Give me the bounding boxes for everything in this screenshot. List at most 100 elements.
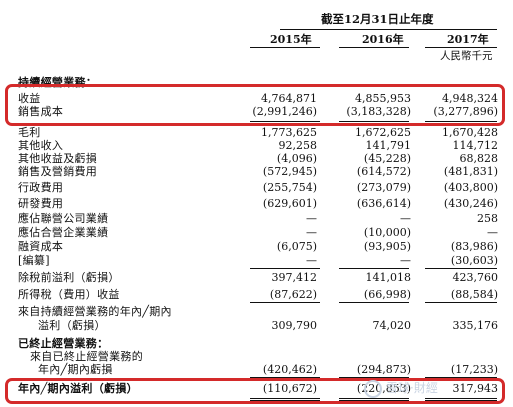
row-tax-2017: (88,584)	[450, 288, 498, 301]
row-finance-costs-2016: (93,905)	[363, 240, 411, 253]
row-joint-ventures-2016: (10,000)	[363, 226, 411, 239]
row-label-discontinued-loss: 來自已終止經營業務的	[30, 350, 143, 363]
row-revenue-2016: 4,855,953	[355, 92, 411, 105]
total-double-rule	[250, 398, 320, 399]
row-cost-2016: (3,183,328)	[346, 105, 411, 118]
year-underline-3	[425, 47, 497, 48]
row-label-continuing-profit: 來自持續經營業務的年內╱期內	[18, 305, 172, 318]
total-double-rule	[250, 400, 320, 401]
row-label-rnd: 研發費用	[18, 197, 64, 210]
watermark-text: 雪球·財經	[386, 381, 438, 395]
row-other-gains-2016: (45,228)	[363, 152, 411, 165]
row-other-income-2017: 114,712	[452, 139, 499, 152]
row-label-revenue: 收益	[18, 92, 41, 105]
row-revenue-2015: 4,764,871	[261, 92, 317, 105]
row-joint-ventures-2015: —	[306, 226, 317, 239]
row-other-income-2016: 141,791	[365, 139, 412, 152]
row-admin-2016: (273,079)	[356, 181, 411, 194]
row-cost-2017: (3,277,896)	[433, 105, 498, 118]
row-discontinued-loss-2016: (294,873)	[356, 363, 411, 376]
row-selling-2015: (572,945)	[262, 165, 317, 178]
row-label-tax: 所得稅（費用）收益	[18, 288, 120, 301]
row-label-joint-ventures: 應佔合營企業業績	[18, 226, 109, 239]
row-associates-2015: —	[306, 212, 317, 225]
row-redacted-2017: (30,603)	[450, 254, 498, 267]
row-label-pbt: 除稅前溢利（虧損）	[18, 271, 120, 284]
row-total-profit-2015: (110,672)	[262, 382, 317, 395]
row-finance-costs-2015: (6,075)	[276, 240, 317, 253]
row-rnd-2016: (636,614)	[356, 197, 411, 210]
subtotal-rule	[339, 121, 409, 122]
total-double-rule	[339, 400, 409, 401]
row-label-continuing-profit-line2: 溢利（虧損）	[38, 319, 106, 332]
row-admin-2017: (403,800)	[443, 181, 498, 194]
row-continuing-profit-2015: 309,790	[271, 319, 318, 332]
row-associates-2016: —	[400, 212, 411, 225]
subtotal-rule	[250, 268, 320, 269]
row-gross-profit-2015: 1,773,625	[261, 126, 317, 139]
row-gross-profit-2017: 1,670,428	[442, 126, 498, 139]
subtotal-rule	[339, 377, 409, 378]
row-label-redacted: [編纂]	[18, 254, 50, 267]
year-2017: 2017年	[447, 33, 489, 46]
year-2015: 2015年	[270, 33, 312, 46]
header-rule	[280, 29, 497, 30]
row-associates-2017: 258	[477, 212, 498, 225]
row-rnd-2017: (430,246)	[443, 197, 498, 210]
subtotal-rule	[250, 302, 320, 303]
row-other-gains-2017: 68,828	[459, 152, 499, 165]
row-cost-2015: (2,991,246)	[252, 105, 317, 118]
row-tax-2016: (66,998)	[363, 288, 411, 301]
row-other-gains-2015: (4,096)	[276, 152, 317, 165]
row-label-total-profit: 年內╱期內溢利（虧損）	[18, 382, 138, 395]
row-revenue-2017: 4,948,324	[442, 92, 498, 105]
row-label-gross-profit: 毛利	[18, 126, 41, 139]
subtotal-rule	[425, 268, 497, 269]
section-discontinued: 已終止經營業務：	[18, 337, 109, 350]
subtotal-rule	[250, 121, 320, 122]
row-other-income-2015: 92,258	[278, 139, 318, 152]
currency-unit: 人民幣千元	[440, 50, 493, 62]
row-pbt-2016: 141,018	[365, 271, 412, 284]
highlight-box-revenue-cost	[5, 84, 505, 126]
subtotal-rule	[250, 377, 320, 378]
row-redacted-2016: —	[400, 254, 411, 267]
section-continuing: 持續經營業務：	[18, 76, 98, 89]
subtotal-rule	[425, 377, 497, 378]
subtotal-rule	[339, 268, 409, 269]
row-finance-costs-2017: (83,986)	[450, 240, 498, 253]
total-double-rule	[425, 398, 497, 399]
row-label-finance-costs: 融資成本	[18, 240, 64, 253]
row-redacted-2015: —	[306, 254, 317, 267]
row-label-selling: 銷售及營銷費用	[18, 165, 98, 178]
row-label-other-gains: 其他收益及虧損	[18, 152, 98, 165]
row-total-profit-2017: 317,943	[452, 382, 499, 395]
highlight-box-total-profit	[5, 378, 505, 404]
row-tax-2015: (87,622)	[269, 288, 317, 301]
row-total-profit-2016: (220,853)	[356, 382, 411, 395]
row-label-other-income: 其他收入	[18, 139, 64, 152]
year-underline-2	[339, 47, 409, 48]
row-admin-2015: (255,754)	[262, 181, 317, 194]
row-joint-ventures-2017: —	[487, 226, 498, 239]
subtotal-rule	[339, 302, 409, 303]
subtotal-rule	[425, 302, 497, 303]
row-continuing-profit-2017: 335,176	[452, 319, 499, 332]
subtotal-rule	[425, 121, 497, 122]
watermark-logo-icon	[364, 380, 382, 398]
row-gross-profit-2016: 1,672,625	[355, 126, 411, 139]
row-label-admin: 行政費用	[18, 181, 64, 194]
total-double-rule	[425, 400, 497, 401]
row-rnd-2015: (629,601)	[262, 197, 317, 210]
row-selling-2016: (614,572)	[356, 165, 411, 178]
row-label-cost: 銷售成本	[18, 105, 64, 118]
total-double-rule	[339, 398, 409, 399]
year-2016: 2016年	[362, 33, 404, 46]
row-pbt-2017: 423,760	[452, 271, 499, 284]
period-heading: 截至12月31日止年度	[321, 12, 434, 26]
row-discontinued-loss-2017: (17,233)	[450, 363, 498, 376]
row-selling-2017: (481,831)	[443, 165, 498, 178]
row-continuing-profit-2016: 74,020	[372, 319, 412, 332]
row-label-discontinued-loss-line2: 年內╱期內虧損	[38, 363, 113, 376]
row-discontinued-loss-2015: (420,462)	[262, 363, 317, 376]
